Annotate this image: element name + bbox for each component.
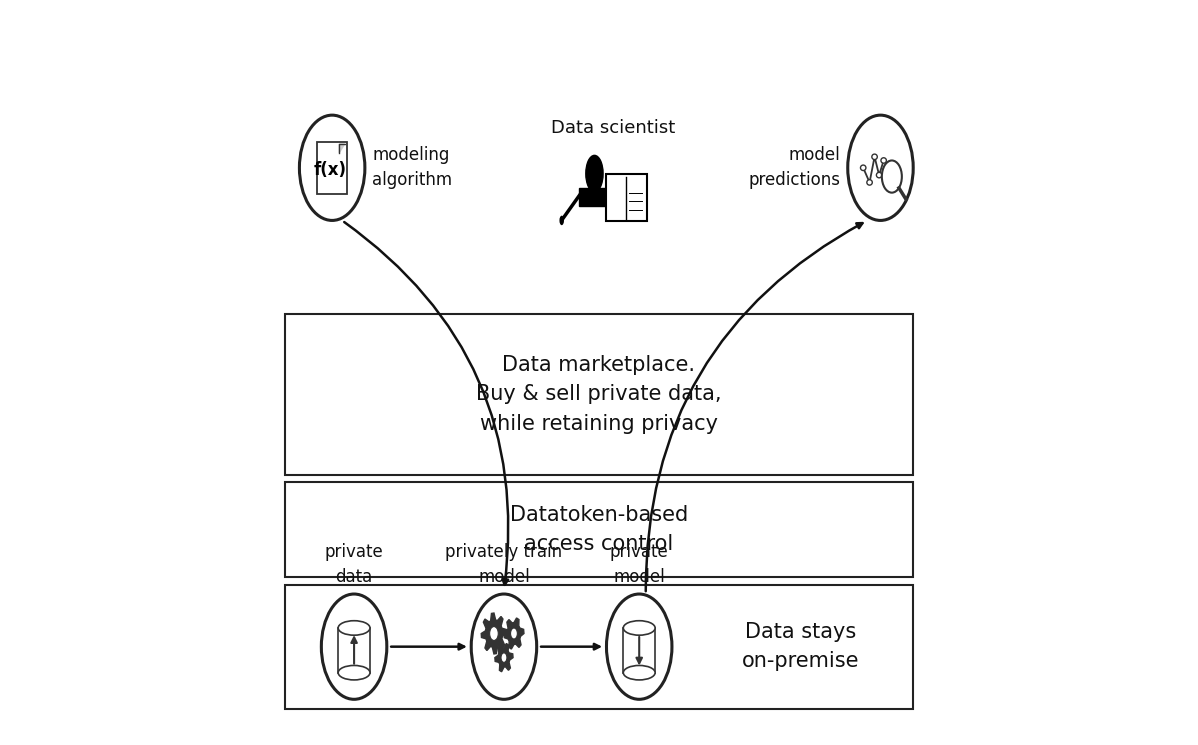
- Circle shape: [860, 165, 866, 171]
- Text: privately train
model: privately train model: [446, 543, 563, 586]
- Text: model
predictions: model predictions: [749, 146, 841, 189]
- Polygon shape: [504, 618, 524, 649]
- Polygon shape: [339, 144, 345, 153]
- FancyBboxPatch shape: [285, 585, 913, 708]
- Ellipse shape: [501, 653, 507, 662]
- Text: modeling
algorithm: modeling algorithm: [373, 146, 453, 189]
- Ellipse shape: [882, 160, 902, 193]
- Ellipse shape: [510, 628, 518, 639]
- FancyBboxPatch shape: [623, 628, 655, 673]
- Circle shape: [867, 180, 872, 186]
- Circle shape: [877, 172, 882, 178]
- Text: private
model: private model: [610, 543, 668, 586]
- FancyBboxPatch shape: [317, 142, 347, 194]
- FancyBboxPatch shape: [285, 482, 913, 577]
- Polygon shape: [495, 644, 513, 672]
- Ellipse shape: [606, 594, 672, 700]
- Ellipse shape: [586, 156, 603, 192]
- Polygon shape: [579, 188, 610, 206]
- Text: private
data: private data: [325, 543, 383, 586]
- Text: Datatoken-based
access control: Datatoken-based access control: [510, 505, 688, 554]
- Circle shape: [872, 154, 877, 159]
- Ellipse shape: [848, 115, 913, 221]
- Ellipse shape: [490, 627, 498, 641]
- Ellipse shape: [559, 215, 564, 225]
- FancyBboxPatch shape: [285, 314, 913, 475]
- Polygon shape: [482, 613, 507, 654]
- FancyBboxPatch shape: [606, 174, 647, 221]
- FancyBboxPatch shape: [338, 628, 370, 673]
- Text: Data marketplace.
Buy & sell private data,
while retaining privacy: Data marketplace. Buy & sell private dat…: [477, 355, 721, 434]
- Ellipse shape: [338, 665, 370, 680]
- Ellipse shape: [623, 665, 655, 680]
- Ellipse shape: [338, 621, 370, 635]
- Ellipse shape: [623, 621, 655, 635]
- Ellipse shape: [300, 115, 365, 221]
- Text: Data stays
on-premise: Data stays on-premise: [742, 622, 859, 671]
- Ellipse shape: [321, 594, 387, 700]
- Text: Data scientist: Data scientist: [551, 118, 676, 136]
- Circle shape: [881, 158, 887, 163]
- Text: f(x): f(x): [313, 161, 346, 179]
- Ellipse shape: [471, 594, 537, 700]
